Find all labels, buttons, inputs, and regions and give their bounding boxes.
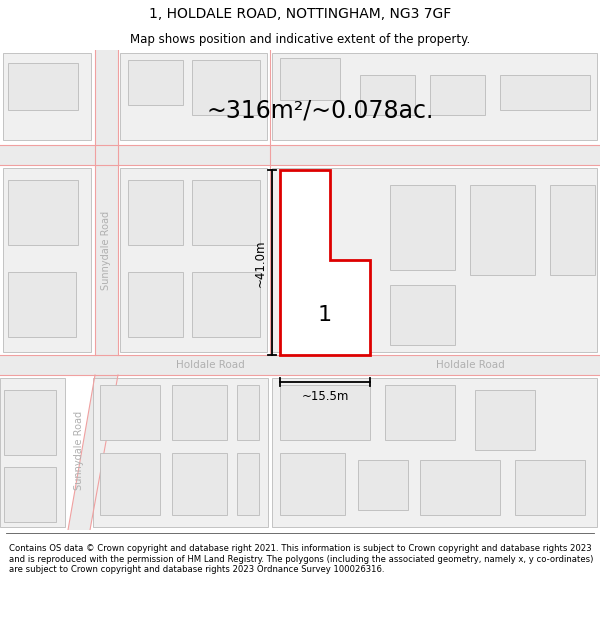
Bar <box>4 467 56 522</box>
Bar <box>420 460 500 515</box>
Bar <box>272 53 597 140</box>
Bar <box>550 185 595 275</box>
Bar <box>95 50 118 355</box>
Polygon shape <box>280 170 370 355</box>
Bar <box>3 53 91 140</box>
Bar <box>390 285 455 345</box>
Bar <box>120 53 267 140</box>
Bar <box>128 272 183 337</box>
Text: Holdale Road: Holdale Road <box>436 360 505 370</box>
Bar <box>358 460 408 510</box>
Bar <box>280 385 370 440</box>
Text: Holdale Road: Holdale Road <box>176 360 244 370</box>
Bar <box>128 180 183 245</box>
Bar <box>100 453 160 515</box>
Text: Contains OS data © Crown copyright and database right 2021. This information is : Contains OS data © Crown copyright and d… <box>9 544 593 574</box>
Bar <box>0 378 65 527</box>
Bar <box>360 75 415 115</box>
Text: ~15.5m: ~15.5m <box>301 390 349 403</box>
Bar <box>280 453 345 515</box>
Text: ~41.0m: ~41.0m <box>254 239 267 287</box>
Text: 1: 1 <box>318 305 332 325</box>
Bar <box>0 355 600 375</box>
Bar <box>515 460 585 515</box>
Bar <box>272 378 597 527</box>
Bar <box>272 168 597 352</box>
Bar <box>100 385 160 440</box>
Bar <box>4 390 56 455</box>
Bar <box>172 453 227 515</box>
Bar <box>8 272 76 337</box>
Bar <box>385 385 455 440</box>
Text: Sunnydale Road: Sunnydale Road <box>74 411 84 489</box>
Bar <box>172 385 227 440</box>
Bar <box>500 75 590 110</box>
Bar <box>237 453 259 515</box>
Text: Map shows position and indicative extent of the property.: Map shows position and indicative extent… <box>130 32 470 46</box>
Bar <box>128 60 183 105</box>
Text: Sunnydale Road: Sunnydale Road <box>101 211 111 289</box>
Text: ~316m²/~0.078ac.: ~316m²/~0.078ac. <box>206 98 434 122</box>
Bar <box>237 385 259 440</box>
Bar <box>470 185 535 275</box>
Polygon shape <box>68 375 118 530</box>
Bar <box>192 272 260 337</box>
Bar <box>3 168 91 352</box>
Bar <box>0 145 600 165</box>
Bar <box>430 75 485 115</box>
Bar <box>280 58 340 100</box>
Bar <box>192 60 260 115</box>
Bar <box>390 185 455 270</box>
Text: 1, HOLDALE ROAD, NOTTINGHAM, NG3 7GF: 1, HOLDALE ROAD, NOTTINGHAM, NG3 7GF <box>149 7 451 21</box>
Bar <box>8 180 78 245</box>
Bar <box>93 378 268 527</box>
Bar <box>8 63 78 110</box>
Bar <box>475 390 535 450</box>
Bar <box>120 168 267 352</box>
Bar <box>192 180 260 245</box>
